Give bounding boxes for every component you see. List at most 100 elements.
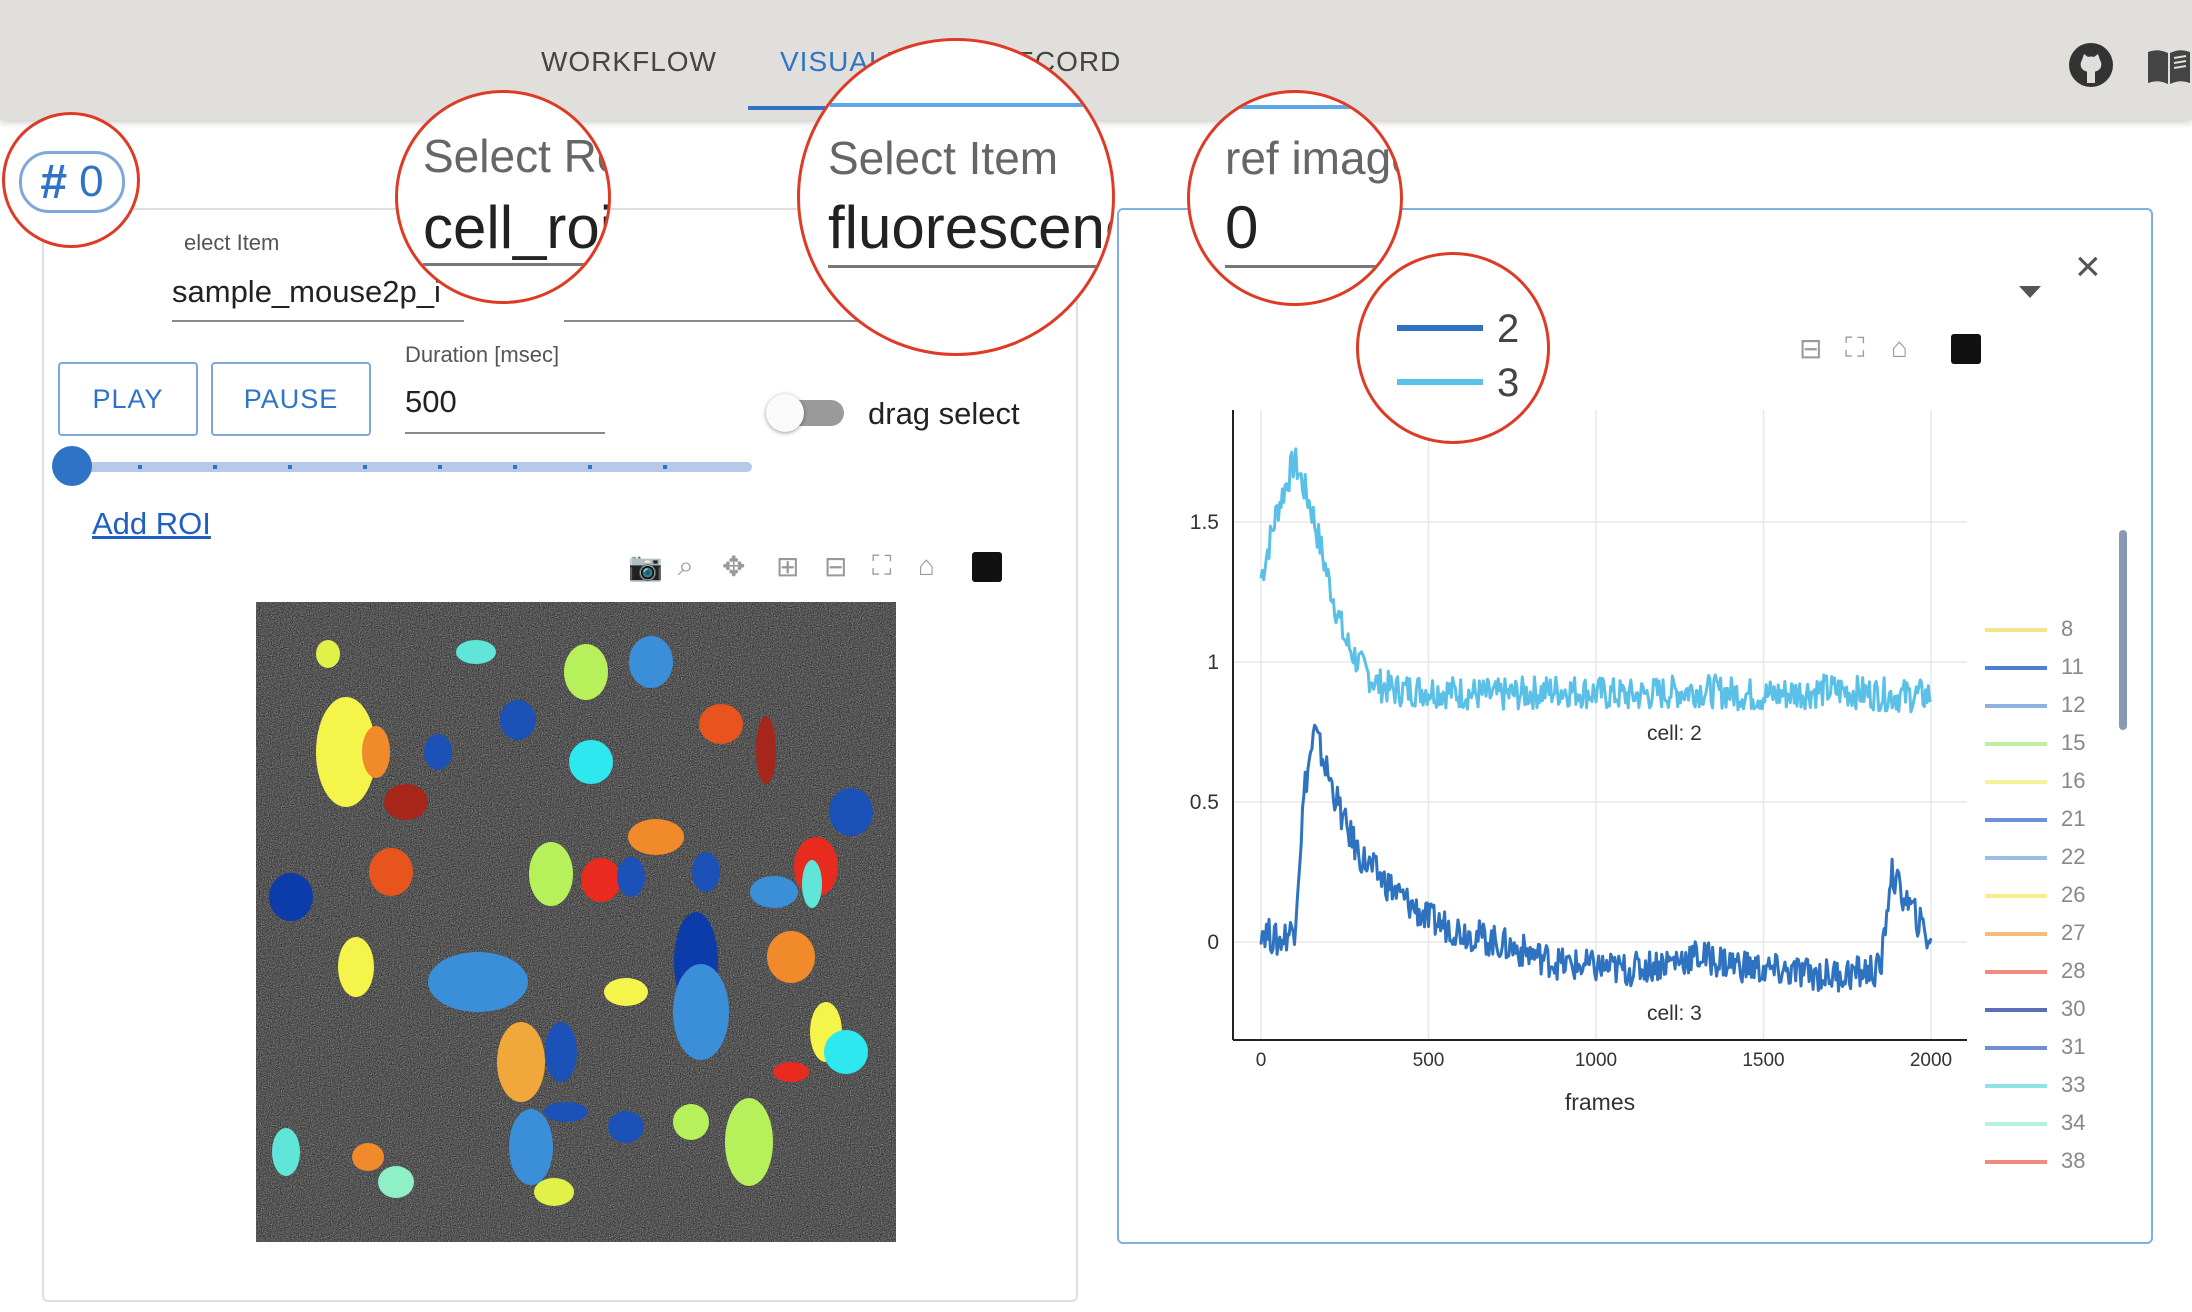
plotly-logo-icon[interactable] xyxy=(1951,334,1981,364)
legend-swatch xyxy=(1985,1008,2047,1012)
slider-mark xyxy=(138,465,142,469)
legend-callout: 2 3 xyxy=(1356,252,1550,444)
select-roi-callout: Select Roi cell_roi xyxy=(395,90,611,304)
legend-item-38[interactable]: 38 xyxy=(1985,1148,2125,1170)
duration-input[interactable]: 500 xyxy=(405,384,457,419)
right-select-item-label: Select Item xyxy=(828,132,1059,184)
slider-mark xyxy=(363,465,367,469)
roi-image[interactable] xyxy=(256,602,896,1242)
x-axis-title: frames xyxy=(1565,1089,1635,1115)
select-roi-label: Select Roi xyxy=(423,130,608,182)
x-tick-label: 1000 xyxy=(1575,1050,1617,1071)
select-roi-value[interactable]: cell_roi xyxy=(423,194,611,261)
right-select-item-underline xyxy=(828,265,1098,268)
x-tick-label: 2000 xyxy=(1910,1050,1952,1071)
duration-label: Duration [msec] xyxy=(405,342,560,367)
annotation-cell-3: cell: 3 xyxy=(1647,1002,1702,1025)
legend-item-31[interactable]: 31 xyxy=(1985,1034,2125,1064)
close-button[interactable]: × xyxy=(2075,242,2101,291)
legend-item-11[interactable]: 11 xyxy=(1985,654,2125,684)
tab-workflow[interactable]: WORKFLOW xyxy=(541,46,717,77)
legend-item-16[interactable]: 16 xyxy=(1985,768,2125,798)
pause-button[interactable]: PAUSE xyxy=(211,362,371,436)
autoscale-icon[interactable]: ⛶ xyxy=(1845,332,1865,363)
home-icon[interactable]: ⌂ xyxy=(918,550,935,581)
ref-image-value[interactable]: 0 xyxy=(1225,194,1259,261)
fluorescence-chart[interactable]: 0 500 1000 1500 2000 0 0.5 1 1.5 cell: 3 cell: 2… xyxy=(1119,410,2149,1240)
camera-icon[interactable]: 📷 xyxy=(628,551,663,582)
item-number-callout: # 0 xyxy=(2,112,140,248)
toggle-thumb xyxy=(766,394,804,432)
legend-item-8[interactable]: 8 xyxy=(1985,616,2125,646)
hash-icon: # xyxy=(40,155,68,209)
slider-mark xyxy=(213,465,217,469)
book-icon[interactable] xyxy=(2146,46,2192,86)
play-button[interactable]: PLAY xyxy=(58,362,198,436)
slider-mark xyxy=(438,465,442,469)
autoscale-icon[interactable]: ⛶ xyxy=(872,550,892,581)
legend-line-2 xyxy=(1397,325,1483,331)
legend-item-15[interactable]: 15 xyxy=(1985,730,2125,760)
x-tick-label: 0 xyxy=(1256,1050,1267,1071)
legend-label: 11 xyxy=(2061,654,2084,679)
slider-mark xyxy=(513,465,517,469)
legend-swatch xyxy=(1985,970,2047,974)
legend-item-28[interactable]: 28 xyxy=(1985,958,2125,988)
image-viewer-panel: elect Item sample_mouse2p_imag… × PLAY P… xyxy=(42,208,1078,1302)
legend-label: 26 xyxy=(2061,882,2086,907)
panel-top-border xyxy=(1225,105,1375,109)
legend-swatch xyxy=(1985,856,2047,860)
legend-swatch xyxy=(1985,628,2047,632)
legend-item-21[interactable]: 21 xyxy=(1985,806,2125,836)
legend-label: 15 xyxy=(2061,730,2086,755)
pan-icon[interactable]: ✥ xyxy=(722,551,746,582)
item-number-chip[interactable]: # 0 xyxy=(19,151,125,213)
zoom-icon[interactable]: ⌕ xyxy=(678,550,694,581)
slider-mark xyxy=(663,465,667,469)
legend-swatch xyxy=(1985,742,2047,746)
legend-item-33[interactable]: 33 xyxy=(1985,1072,2125,1102)
github-icon[interactable] xyxy=(2068,42,2114,88)
right-select-item-value[interactable]: fluorescence xyxy=(828,194,1112,261)
zoom-in-icon[interactable]: ⊞ xyxy=(776,551,800,582)
frame-slider[interactable] xyxy=(52,446,752,486)
legend-label: 38 xyxy=(2061,1148,2086,1170)
legend-item-22[interactable]: 22 xyxy=(1985,844,2125,874)
duration-underline xyxy=(405,432,605,434)
legend-label: 34 xyxy=(2061,1110,2086,1135)
series-line-3 xyxy=(1259,447,1933,714)
legend-line-3 xyxy=(1397,379,1483,385)
legend-item-27[interactable]: 27 xyxy=(1985,920,2125,950)
legend-label: 8 xyxy=(2061,616,2074,641)
legend-swatch xyxy=(1985,894,2047,898)
legend-item-30[interactable]: 30 xyxy=(1985,996,2125,1026)
ref-image-label: ref image xyxy=(1225,132,1403,184)
legend-label: 28 xyxy=(2061,958,2086,983)
legend-label: 12 xyxy=(2061,692,2086,717)
dropdown-caret-icon[interactable] xyxy=(2019,286,2041,300)
top-app-bar: WORKFLOW VISUALIZE RECORD xyxy=(0,0,2192,120)
plotly-logo-icon[interactable] xyxy=(972,552,1002,582)
legend-item-34[interactable]: 34 xyxy=(1985,1110,2125,1140)
slider-thumb[interactable] xyxy=(52,446,92,486)
select-roi-underline xyxy=(423,263,608,266)
add-roi-link[interactable]: Add ROI xyxy=(92,506,211,541)
chart-grid xyxy=(1233,410,1967,1040)
legend-scrollbar[interactable] xyxy=(2119,530,2127,730)
legend-item-26[interactable]: 26 xyxy=(1985,882,2125,912)
plot-modebar: ⊟ ⛶ ⌂ xyxy=(1781,332,2111,368)
legend-swatch xyxy=(1985,1084,2047,1088)
chart-legend[interactable]: 8 11 12 15 16 21 22 26 27 28 30 31 33 34 38 xyxy=(1985,610,2125,1170)
zoom-out-icon[interactable]: ⊟ xyxy=(1799,333,1823,364)
annotation-cell-2: cell: 2 xyxy=(1647,722,1702,745)
zoom-out-icon[interactable]: ⊟ xyxy=(824,551,848,582)
drag-select-toggle[interactable] xyxy=(766,394,844,432)
select-item-label: elect Item xyxy=(184,230,280,255)
home-icon[interactable]: ⌂ xyxy=(1891,332,1908,363)
legend-item-12[interactable]: 12 xyxy=(1985,692,2125,722)
x-tick-label: 1500 xyxy=(1742,1050,1784,1071)
legend-swatch xyxy=(1985,1046,2047,1050)
select-item-value[interactable]: sample_mouse2p_imag… xyxy=(172,274,442,309)
item-number-value: 0 xyxy=(79,157,104,206)
y-tick-label: 1 xyxy=(1207,651,1219,674)
